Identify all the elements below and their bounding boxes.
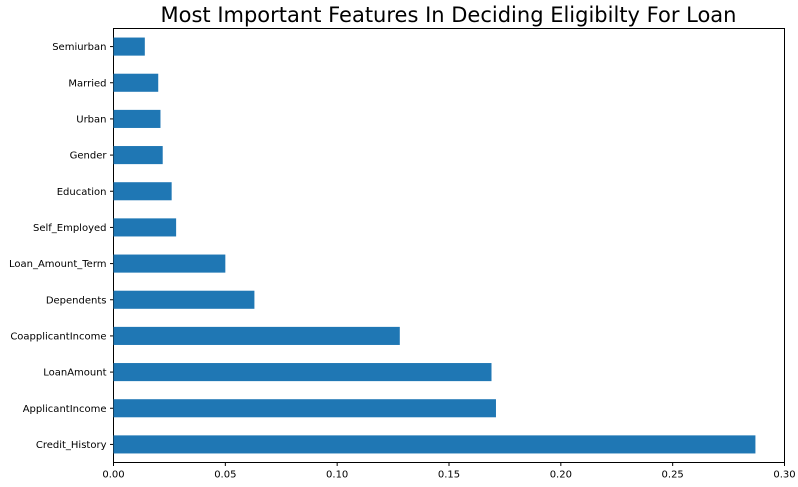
y-tick-label: Urban <box>76 114 106 125</box>
x-tick-label: 0.10 <box>326 470 348 481</box>
bar-dependents <box>113 290 255 309</box>
bar-credit-history <box>113 435 756 454</box>
bar-education <box>113 182 172 201</box>
bar-urban <box>113 109 161 128</box>
bar-applicantincome <box>113 399 496 418</box>
bar-gender <box>113 146 163 165</box>
y-tick-label: Gender <box>70 151 108 162</box>
chart-title: Most Important Features In Deciding Elig… <box>160 3 737 27</box>
y-tick-label: Married <box>68 78 106 89</box>
bar-loan-amount-term <box>113 254 226 273</box>
x-tick-label: 0.05 <box>214 470 236 481</box>
y-tick-label: Self_Employed <box>33 223 107 234</box>
y-tick-label: Semiurban <box>52 42 106 53</box>
plot-frame <box>113 28 785 463</box>
y-tick-label: CoapplicantIncome <box>10 331 106 342</box>
x-tick-label: 0.15 <box>438 470 460 481</box>
y-tick-label: Dependents <box>46 295 107 306</box>
bar-married <box>113 73 159 92</box>
bar-coapplicantincome <box>113 326 400 345</box>
bar-loanamount <box>113 363 492 382</box>
bar-self-employed <box>113 218 177 237</box>
x-axis-ticks: 0.00 0.05 0.10 0.15 0.20 0.25 0.30 <box>102 462 796 481</box>
y-tick-label: ApplicantIncome <box>23 404 107 415</box>
y-tick-label: Loan_Amount_Term <box>9 259 107 270</box>
bar-semiurban <box>113 37 145 56</box>
y-axis-ticks: Credit_History ApplicantIncome LoanAmount C… <box>9 42 114 451</box>
x-tick-label: 0.25 <box>662 470 684 481</box>
bars <box>113 37 756 454</box>
y-tick-label: Credit_History <box>36 440 107 451</box>
x-tick-label: 0.30 <box>773 470 795 481</box>
x-tick-label: 0.00 <box>102 470 124 481</box>
y-tick-label: LoanAmount <box>43 368 106 379</box>
y-tick-label: Education <box>57 187 107 198</box>
x-tick-label: 0.20 <box>550 470 572 481</box>
